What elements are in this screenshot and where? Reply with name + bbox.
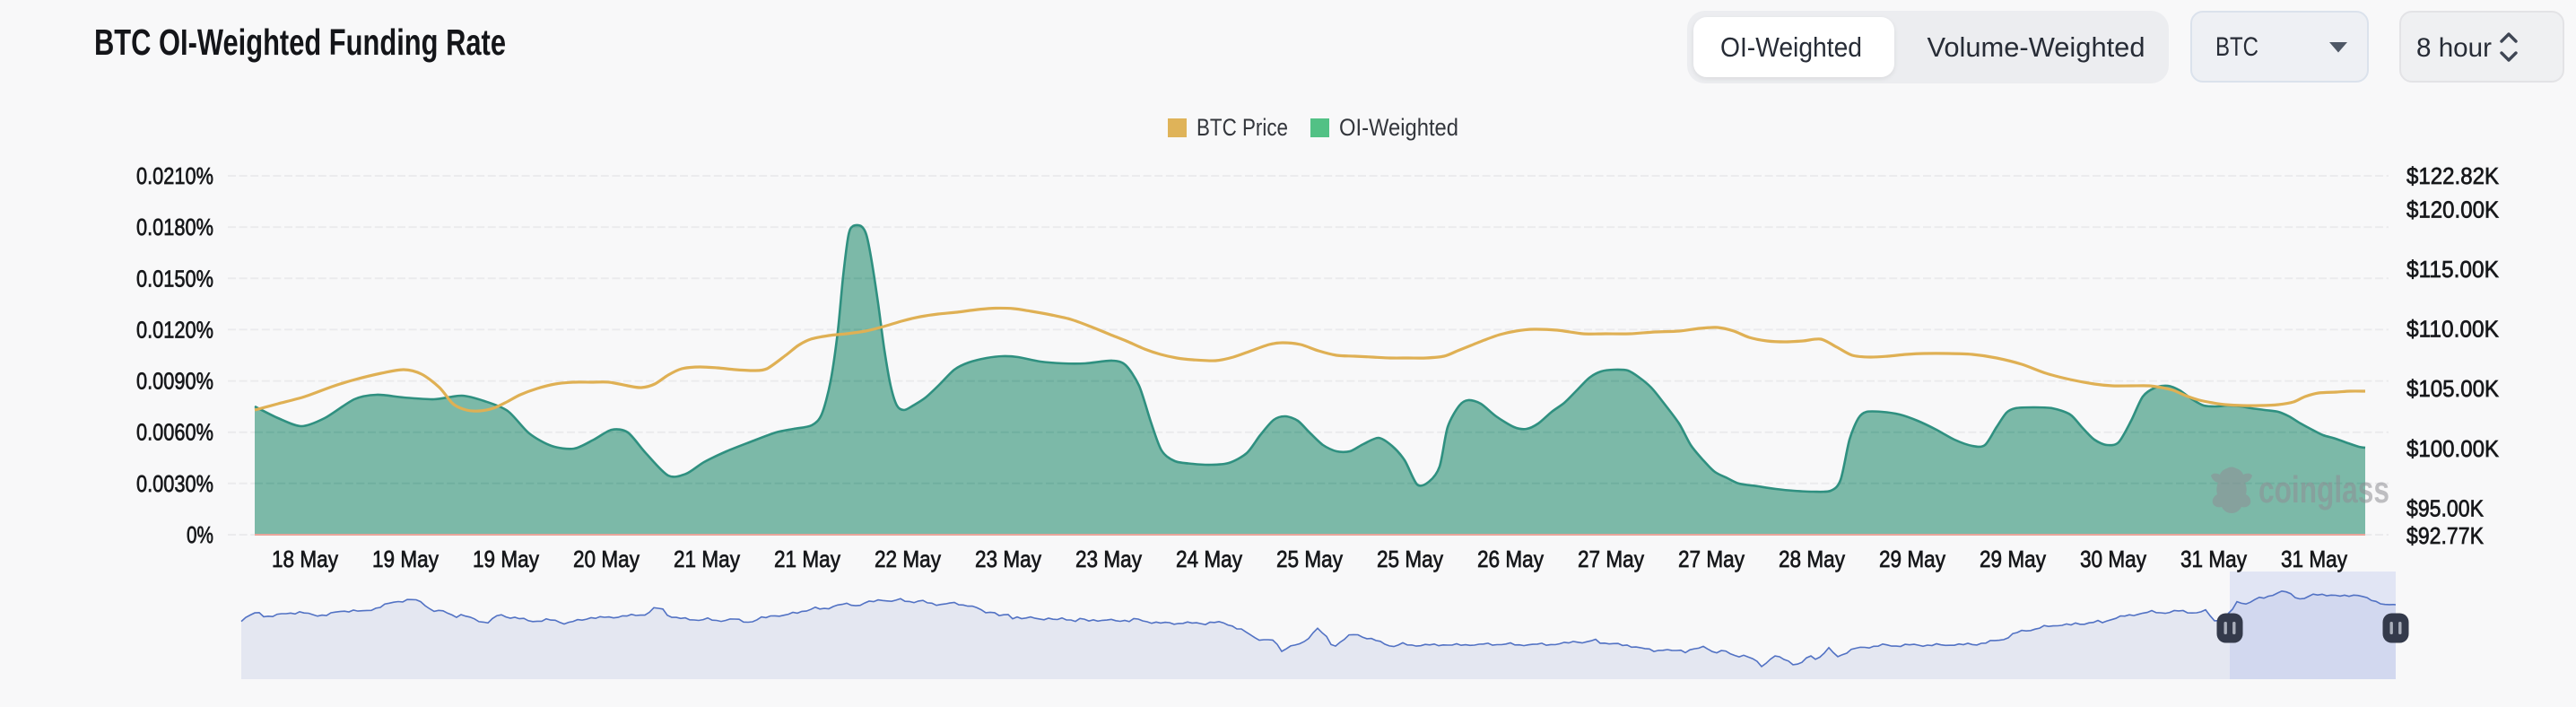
svg-text:$92.77K: $92.77K [2406,522,2485,549]
svg-text:$110.00K: $110.00K [2406,316,2500,343]
svg-text:$115.00K: $115.00K [2406,256,2500,283]
svg-text:Volume-Weighted: Volume-Weighted [1928,31,2145,63]
svg-text:$122.82K: $122.82K [2406,162,2500,189]
svg-text:18 May: 18 May [272,546,338,572]
svg-text:0.0150%: 0.0150% [136,265,213,292]
svg-text:23 May: 23 May [1075,546,1142,572]
svg-text:$100.00K: $100.00K [2406,435,2500,462]
svg-text:27 May: 27 May [1678,546,1745,572]
svg-text:BTC OI-Weighted Funding Rate: BTC OI-Weighted Funding Rate [94,22,506,63]
svg-text:BTC: BTC [2215,32,2258,62]
svg-text:21 May: 21 May [774,546,840,572]
svg-text:0.0090%: 0.0090% [136,368,213,395]
svg-text:21 May: 21 May [674,546,740,572]
svg-text:8 hour: 8 hour [2416,33,2492,63]
svg-text:20 May: 20 May [573,546,640,572]
svg-text:0%: 0% [187,521,213,548]
svg-text:27 May: 27 May [1578,546,1644,572]
svg-text:BTC Price: BTC Price [1197,114,1288,141]
svg-text:31 May: 31 May [2180,546,2247,572]
svg-text:coinglass: coinglass [2258,468,2389,511]
svg-text:29 May: 29 May [1879,546,1945,572]
svg-text:$105.00K: $105.00K [2406,375,2500,402]
svg-text:OI-Weighted: OI-Weighted [1339,114,1458,141]
svg-text:$120.00K: $120.00K [2406,196,2500,223]
svg-text:0.0210%: 0.0210% [136,162,213,189]
svg-text:23 May: 23 May [975,546,1041,572]
svg-text:25 May: 25 May [1377,546,1443,572]
svg-text:0.0030%: 0.0030% [136,470,213,497]
svg-text:25 May: 25 May [1276,546,1343,572]
svg-text:OI-Weighted: OI-Weighted [1720,31,1862,63]
svg-text:0.0120%: 0.0120% [136,316,213,343]
svg-text:26 May: 26 May [1477,546,1544,572]
svg-text:28 May: 28 May [1779,546,1845,572]
svg-text:19 May: 19 May [473,546,539,572]
svg-text:30 May: 30 May [2080,546,2146,572]
svg-text:$95.00K: $95.00K [2406,494,2485,521]
svg-text:0.0060%: 0.0060% [136,419,213,446]
svg-text:0.0180%: 0.0180% [136,214,213,240]
svg-text:29 May: 29 May [1980,546,2046,572]
svg-text:24 May: 24 May [1176,546,1242,572]
svg-text:31 May: 31 May [2281,546,2347,572]
svg-text:19 May: 19 May [372,546,439,572]
svg-text:22 May: 22 May [875,546,941,572]
